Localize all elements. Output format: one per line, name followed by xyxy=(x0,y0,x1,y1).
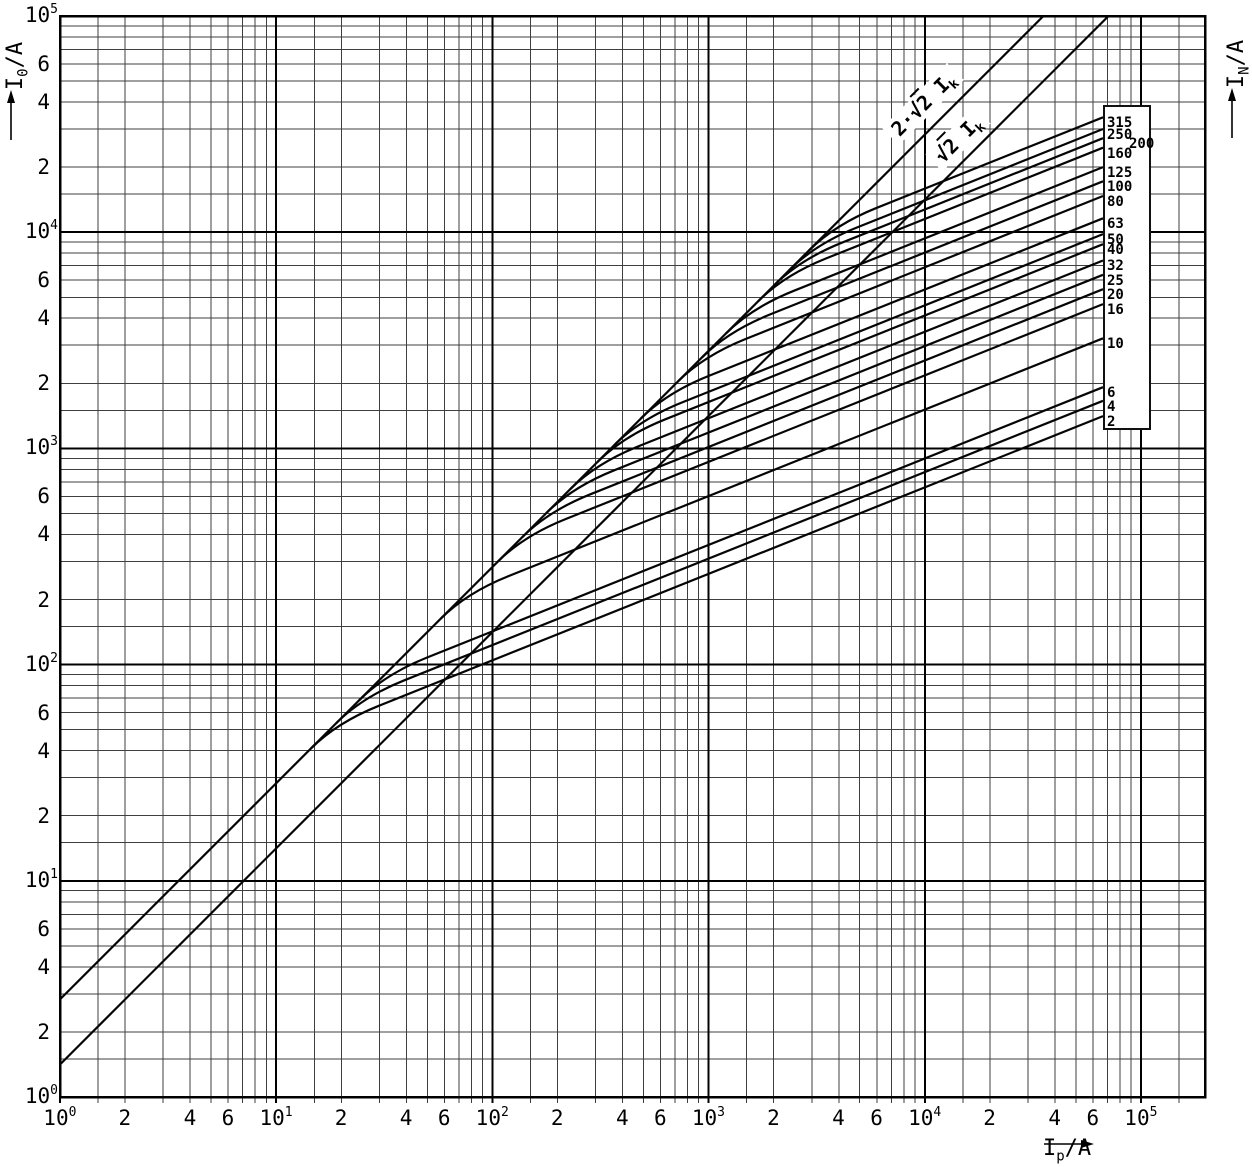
x-tick-minor-label: 2 xyxy=(983,1106,996,1130)
y-tick-minor-label: 4 xyxy=(37,738,50,763)
fuse-curve-16 xyxy=(496,303,1104,563)
y-tick-minor-label: 6 xyxy=(37,700,50,725)
fuse-curve-25 xyxy=(545,273,1104,514)
right-arrow-icon xyxy=(1044,1140,1094,1148)
legend-rating-label: 32 xyxy=(1107,258,1124,275)
y-tick-minor-label: 2 xyxy=(37,803,50,828)
x-tick-minor-label: 6 xyxy=(654,1106,667,1130)
legend-rating-label: 160 xyxy=(1107,145,1133,162)
legend-rating-label: 16 xyxy=(1107,302,1124,319)
fuse-curve-125 xyxy=(725,166,1104,335)
x-tick-minor-label: 4 xyxy=(183,1106,197,1130)
fuse-curve-2 xyxy=(310,415,1104,750)
legend-rating-label: 63 xyxy=(1107,216,1124,233)
y-tick-decade-label: 101 xyxy=(24,866,58,892)
plot-frame xyxy=(58,14,1207,1099)
legend-box xyxy=(1103,105,1151,430)
y-tick-decade-label: 102 xyxy=(24,650,58,676)
fuse-curve-100 xyxy=(701,180,1104,358)
y-tick-minor-label: 4 xyxy=(37,522,50,547)
fuse-curve-10 xyxy=(439,337,1104,620)
y-tick-minor-label: 4 xyxy=(37,306,50,331)
y-tick-decade-label: 100 xyxy=(24,1083,58,1108)
x-tick-minor-label: 2 xyxy=(334,1106,348,1130)
legend-rating-label: 250 xyxy=(1107,127,1133,144)
fuse-curve-250 xyxy=(788,127,1104,271)
x-tick-minor-label: 2 xyxy=(118,1106,132,1130)
y-tick-minor-label: 2 xyxy=(37,155,50,180)
up-arrow-icon xyxy=(1228,88,1236,138)
y2-axis-title: IN/A xyxy=(1224,0,1252,139)
x-tick-minor-label: 4 xyxy=(832,1106,845,1130)
y-tick-minor-label: 6 xyxy=(37,51,50,76)
x-tick-decade-label: 100 xyxy=(43,1105,76,1130)
grid-minor-lines xyxy=(60,16,1205,1103)
y-tick-decade-label: 103 xyxy=(24,434,58,460)
legend-rating-label: 200 xyxy=(1129,136,1155,153)
x-tick-minor-label: 4 xyxy=(615,1106,629,1130)
legend-rating-label: 50 xyxy=(1107,232,1124,249)
x-tick-minor-label: 4 xyxy=(1048,1106,1062,1130)
legend-rating-label: 125 xyxy=(1107,165,1133,182)
y-axis-title: I0/A xyxy=(3,0,32,141)
y-tick-minor-label: 4 xyxy=(37,90,50,115)
legend-rating-label: 315 xyxy=(1107,115,1133,132)
x-axis-title: Ip/A xyxy=(1043,1138,1094,1163)
legend-rating-label: 20 xyxy=(1107,287,1124,304)
y-tick-minor-label: 4 xyxy=(37,954,50,979)
fuse-curve-4 xyxy=(335,399,1104,724)
x-tick-minor-label: 4 xyxy=(399,1106,413,1130)
grid-decade-lines xyxy=(59,15,1205,1103)
x-tick-minor-label: 6 xyxy=(221,1106,235,1130)
fuse-curve-50 xyxy=(613,233,1104,446)
y-axis-title-text: I0/A xyxy=(3,41,32,91)
legend-rating-label: 80 xyxy=(1107,194,1124,211)
legend-rating-label: 2 xyxy=(1107,414,1116,431)
legend-rating-label: 25 xyxy=(1107,272,1124,289)
y-tick-minor-label: 2 xyxy=(37,587,50,612)
fuse-curve-200 xyxy=(773,137,1104,287)
x-tick-decade-label: 101 xyxy=(259,1105,292,1130)
x-tick-minor-label: 2 xyxy=(550,1106,564,1130)
y-tick-minor-label: 6 xyxy=(37,268,50,293)
x-tick-decade-label: 104 xyxy=(908,1105,941,1130)
x-tick-decade-label: 102 xyxy=(475,1105,509,1130)
x-tick-minor-label: 6 xyxy=(437,1106,451,1130)
fuse-curve-80 xyxy=(676,194,1104,383)
y-tick-decade-label: 105 xyxy=(24,2,58,27)
legend-rating-label: 40 xyxy=(1107,242,1124,259)
up-arrow-icon xyxy=(7,90,15,140)
x-tick-decade-label: 103 xyxy=(691,1105,725,1130)
legend-rating-label: 100 xyxy=(1107,179,1133,196)
x-tick-minor-label: 6 xyxy=(870,1106,883,1130)
y-tick-minor-label: 6 xyxy=(37,916,50,941)
x-tick-decade-label: 105 xyxy=(1124,1105,1157,1130)
x-tick-minor-label: 2 xyxy=(767,1106,780,1130)
legend-rating-label: 10 xyxy=(1107,336,1124,353)
asymptote-line-sqrt2 xyxy=(59,15,1110,1066)
y-tick-minor-label: 2 xyxy=(37,1019,50,1044)
x-tick-minor-label: 6 xyxy=(1086,1106,1100,1130)
fuse-curve-40 xyxy=(596,243,1104,463)
fuse-curve-32 xyxy=(569,259,1104,490)
fuse-curve-63 xyxy=(639,217,1104,420)
legend-rating-label: 4 xyxy=(1107,398,1116,415)
fuse-curve-6 xyxy=(358,386,1104,702)
fuse-curve-20 xyxy=(521,288,1104,538)
fuse-curve-160 xyxy=(757,146,1104,302)
y-tick-minor-label: 2 xyxy=(37,371,50,396)
y-tick-minor-label: 6 xyxy=(37,484,50,509)
y2-axis-title-text: IN/A xyxy=(1224,39,1252,89)
legend-rating-label: 6 xyxy=(1107,385,1116,402)
y-tick-decade-label: 104 xyxy=(24,218,58,244)
fuse-curve-315 xyxy=(808,116,1104,252)
